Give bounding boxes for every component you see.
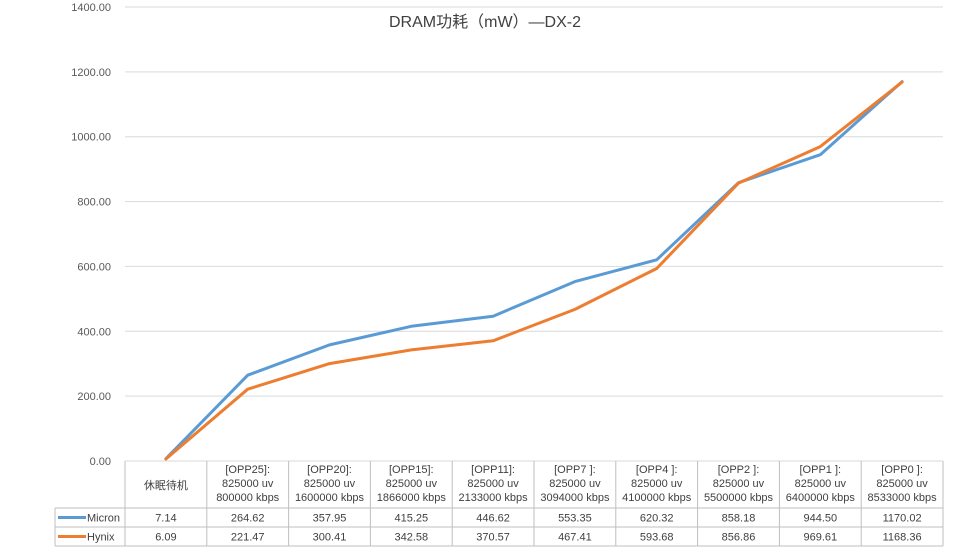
y-tick-label-2: 400.00: [77, 326, 111, 338]
data-value-micron-5: 553.35: [558, 513, 592, 525]
category-label-6: [OPP4 ]: 825000 uv 4100000 kbps: [622, 464, 692, 504]
category-label-line: 2133000 kbps: [459, 492, 529, 504]
category-label-line: 800000 kbps: [216, 492, 279, 504]
category-label-line: [OPP0 ]:: [881, 464, 923, 476]
category-label-line: 825000 uv: [386, 478, 438, 490]
y-axis: 0.00 200.00 400.00 600.00 800.00 1000.00 1200.…: [71, 2, 111, 468]
y-tick-label-4: 800.00: [77, 197, 111, 209]
y-tick-label-6: 1200.00: [71, 67, 111, 79]
category-label-line: [OPP4 ]:: [636, 464, 678, 476]
category-label-line: 5500000 kbps: [704, 492, 774, 504]
category-label-4: [OPP11]: 825000 uv 2133000 kbps: [459, 464, 529, 504]
data-value-hynix-6: 593.68: [640, 532, 674, 544]
data-value-micron-8: 944.50: [803, 513, 837, 525]
category-label-line: 3094000 kbps: [540, 492, 610, 504]
category-label-line: [OPP11]:: [471, 464, 515, 476]
category-label-line: [OPP25]:: [225, 464, 270, 476]
data-value-hynix-9: 1168.36: [883, 532, 922, 544]
category-label-line: 825000 uv: [631, 478, 683, 490]
category-label-line: [OPP2 ]:: [718, 464, 760, 476]
data-value-micron-7: 858.18: [722, 513, 756, 525]
data-value-hynix-7: 856.86: [722, 532, 756, 544]
data-value-hynix-3: 342.58: [394, 532, 428, 544]
category-label-8: [OPP1 ]: 825000 uv 6400000 kbps: [786, 464, 856, 504]
category-label-line: 825000 uv: [467, 478, 519, 490]
category-label-line: 825000 uv: [713, 478, 765, 490]
data-value-micron-2: 357.95: [313, 513, 347, 525]
data-value-micron-4: 446.62: [476, 513, 510, 525]
data-table: 休眠待机 [OPP25]: 825000 uv 800000 kbps [OPP20]:…: [54, 461, 944, 547]
chart-title: DRAM功耗（mW）—DX-2: [389, 13, 581, 31]
data-value-micron-1: 264.62: [231, 513, 265, 525]
data-value-micron-3: 415.25: [394, 513, 428, 525]
data-value-hynix-8: 969.61: [803, 532, 837, 544]
y-tick-label-3: 600.00: [77, 261, 111, 273]
data-value-micron-9: 1170.02: [883, 513, 922, 525]
category-label-line: 825000 uv: [549, 478, 601, 490]
category-label-line: 825000 uv: [222, 478, 274, 490]
y-tick-label-0: 0.00: [90, 456, 111, 468]
gridlines: [125, 6, 943, 462]
data-value-hynix-4: 370.57: [476, 532, 510, 544]
series-line-micron: [164, 80, 904, 461]
category-label-line: 1866000 kbps: [377, 492, 447, 504]
y-tick-label-5: 1000.00: [71, 132, 111, 144]
series-line-hynix: [164, 80, 904, 461]
category-label-0: 休眠待机: [144, 478, 188, 492]
category-label-line: [OPP15]:: [389, 464, 434, 476]
category-label-line: 825000 uv: [795, 478, 847, 490]
category-label-line: 休眠待机: [144, 478, 188, 492]
y-tick-label-1: 200.00: [77, 391, 111, 403]
category-label-2: [OPP20]: 825000 uv 1600000 kbps: [295, 464, 365, 504]
data-value-hynix-1: 221.47: [231, 532, 265, 544]
category-label-7: [OPP2 ]: 825000 uv 5500000 kbps: [704, 464, 774, 504]
category-label-line: 4100000 kbps: [622, 492, 692, 504]
data-value-hynix-0: 6.09: [155, 532, 176, 544]
data-value-micron-6: 620.32: [640, 513, 674, 525]
category-label-3: [OPP15]: 825000 uv 1866000 kbps: [377, 464, 447, 504]
category-label-line: 8533000 kbps: [868, 492, 938, 504]
data-value-hynix-2: 300.41: [313, 532, 347, 544]
legend-label-micron: Micron: [87, 513, 120, 525]
data-value-hynix-5: 467.41: [558, 532, 592, 544]
category-label-line: 825000 uv: [876, 478, 928, 490]
series-lines: [164, 80, 904, 461]
category-label-line: [OPP1 ]:: [800, 464, 842, 476]
legend-label-hynix: Hynix: [87, 532, 115, 544]
category-label-9: [OPP0 ]: 825000 uv 8533000 kbps: [868, 464, 938, 504]
y-tick-label-7: 1400.00: [71, 2, 111, 14]
category-label-line: 1600000 kbps: [295, 492, 365, 504]
category-label-line: [OPP7 ]:: [554, 464, 596, 476]
category-label-line: 6400000 kbps: [786, 492, 856, 504]
data-value-micron-0: 7.14: [155, 513, 176, 525]
category-label-line: [OPP20]:: [307, 464, 352, 476]
category-label-1: [OPP25]: 825000 uv 800000 kbps: [216, 464, 279, 504]
category-label-line: 825000 uv: [304, 478, 356, 490]
category-label-5: [OPP7 ]: 825000 uv 3094000 kbps: [540, 464, 610, 504]
